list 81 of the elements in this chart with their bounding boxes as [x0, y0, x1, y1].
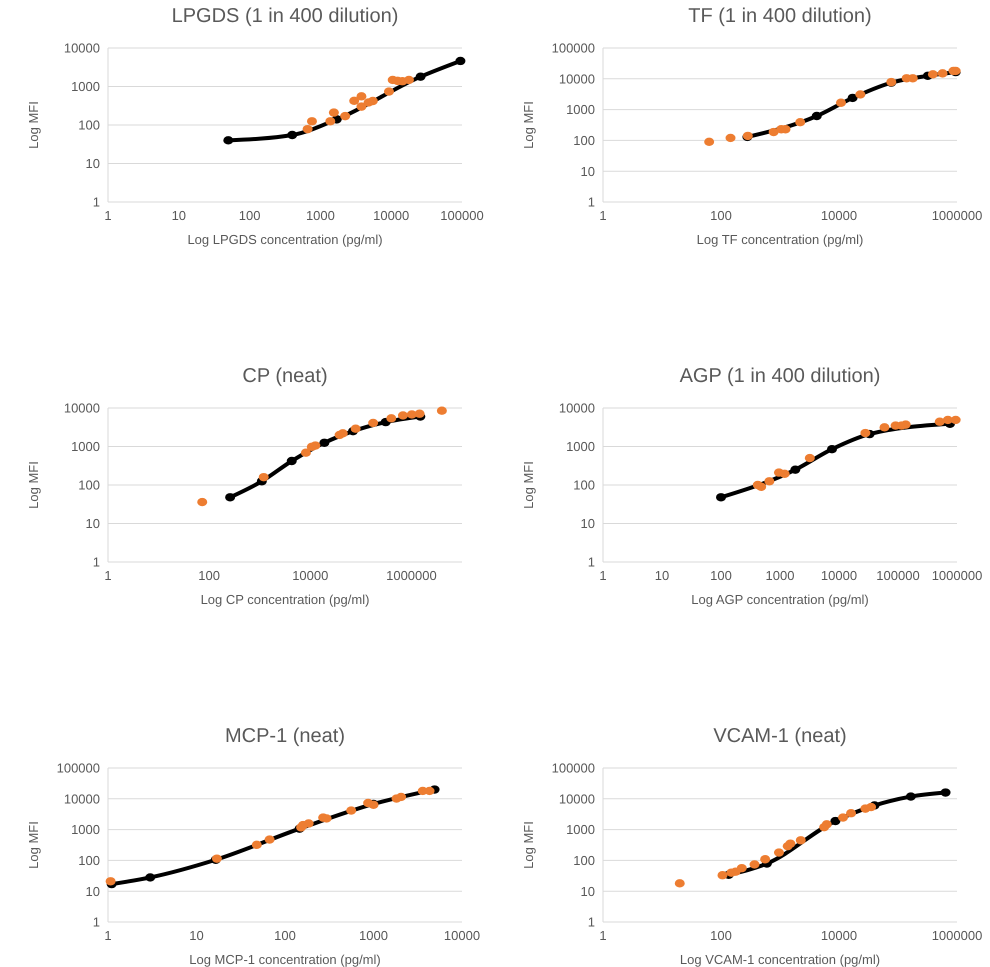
- x-tick-label: 100000: [440, 208, 484, 223]
- chart-title: LPGDS (1 in 400 dilution): [172, 5, 398, 27]
- x-tick-label: 1: [599, 928, 607, 943]
- y-tick-label: 100: [573, 132, 595, 148]
- y-tick-label: 10: [86, 516, 100, 532]
- x-axis-title: Log AGP concentration (pg/ml): [691, 592, 869, 607]
- x-tick-label: 100: [710, 568, 732, 583]
- y-tick-label: 10: [580, 164, 595, 179]
- y-tick-label: 100000: [56, 760, 100, 776]
- y-tick-label: 10: [580, 884, 595, 899]
- y-tick-label: 10000: [558, 71, 595, 86]
- y-axis-title: Log MFI: [26, 821, 41, 869]
- x-tick-label: 1000000: [932, 208, 982, 223]
- x-axis-title: Log TF concentration (pg/ml): [696, 232, 864, 247]
- x-tick-label: 100000: [876, 568, 920, 583]
- x-tick-label: 100: [198, 568, 220, 583]
- x-tick-label: 10000: [820, 928, 858, 943]
- chart-title: TF (1 in 400 dilution): [688, 5, 872, 27]
- x-tick-label: 1000: [306, 208, 335, 223]
- y-tick-label: 1: [588, 194, 595, 210]
- y-tick-label: 100: [78, 478, 100, 493]
- x-tick-label: 100: [238, 208, 260, 223]
- y-tick-label: 10000: [64, 40, 100, 56]
- y-tick-label: 100: [78, 118, 100, 133]
- x-tick-label: 10000: [444, 928, 480, 943]
- x-tick-label: 100: [710, 208, 732, 223]
- y-tick-label: 100000: [552, 760, 595, 776]
- y-axis-title: Log MFI: [26, 461, 41, 509]
- x-tick-label: 1: [104, 928, 112, 943]
- y-tick-label: 100000: [552, 40, 595, 56]
- y-tick-label: 1: [92, 194, 100, 210]
- y-axis-title: Log MFI: [521, 821, 536, 869]
- x-tick-label: 10000: [373, 208, 410, 223]
- y-tick-label: 10000: [558, 791, 595, 806]
- chart-title: CP (neat): [242, 365, 328, 387]
- x-axis-title: Log MCP-1 concentration (pg/ml): [189, 952, 381, 967]
- x-tick-label: 10000: [820, 208, 858, 223]
- y-tick-label: 1000: [71, 79, 100, 94]
- y-axis-title: Log MFI: [521, 101, 536, 149]
- x-tick-label: 10: [654, 568, 670, 583]
- y-tick-label: 1: [588, 914, 595, 930]
- y-axis-title: Log MFI: [26, 101, 41, 149]
- y-tick-label: 1000: [71, 439, 100, 454]
- x-tick-label: 1: [104, 208, 112, 223]
- y-tick-label: 1: [92, 554, 100, 570]
- chart-title: MCP-1 (neat): [224, 725, 346, 747]
- x-tick-label: 1000: [766, 568, 794, 583]
- y-tick-label: 1000: [566, 822, 595, 838]
- y-tick-label: 100: [78, 852, 100, 868]
- x-axis-title: Log LPGDS concentration (pg/ml): [187, 232, 383, 247]
- x-tick-label: 10: [189, 928, 204, 943]
- y-tick-label: 10000: [64, 400, 100, 416]
- x-tick-label: 1: [599, 208, 607, 223]
- y-tick-label: 100: [573, 478, 595, 493]
- y-tick-label: 100: [573, 852, 595, 868]
- x-tick-label: 1000000: [386, 568, 437, 583]
- x-tick-label: 10: [172, 208, 186, 223]
- y-tick-label: 10000: [558, 400, 595, 416]
- chart-title: AGP (1 in 400 dilution): [680, 365, 880, 387]
- x-tick-label: 100: [710, 928, 732, 943]
- y-tick-label: 1: [588, 554, 595, 570]
- y-tick-label: 10: [580, 516, 595, 532]
- x-tick-label: 1000000: [932, 568, 982, 583]
- y-tick-label: 1000: [566, 439, 595, 454]
- x-axis-title: Log CP concentration (pg/ml): [200, 592, 370, 607]
- x-tick-label: 10000: [820, 568, 858, 583]
- y-tick-label: 10: [86, 156, 100, 172]
- x-tick-label: 10000: [292, 568, 328, 583]
- x-tick-label: 1: [599, 568, 607, 583]
- y-axis-title: Log MFI: [521, 461, 536, 509]
- x-tick-label: 1000000: [932, 928, 982, 943]
- x-tick-label: 100: [274, 928, 296, 943]
- y-tick-label: 1000: [566, 102, 595, 118]
- y-tick-label: 1000: [71, 822, 100, 838]
- x-tick-label: 1000: [359, 928, 388, 943]
- x-axis-title: Log VCAM-1 concentration (pg/ml): [680, 952, 880, 967]
- x-tick-label: 1: [104, 568, 112, 583]
- y-tick-label: 1: [92, 914, 100, 930]
- chart-title: VCAM-1 (neat): [713, 725, 847, 747]
- y-tick-label: 10: [86, 884, 100, 899]
- y-tick-label: 10000: [64, 791, 100, 806]
